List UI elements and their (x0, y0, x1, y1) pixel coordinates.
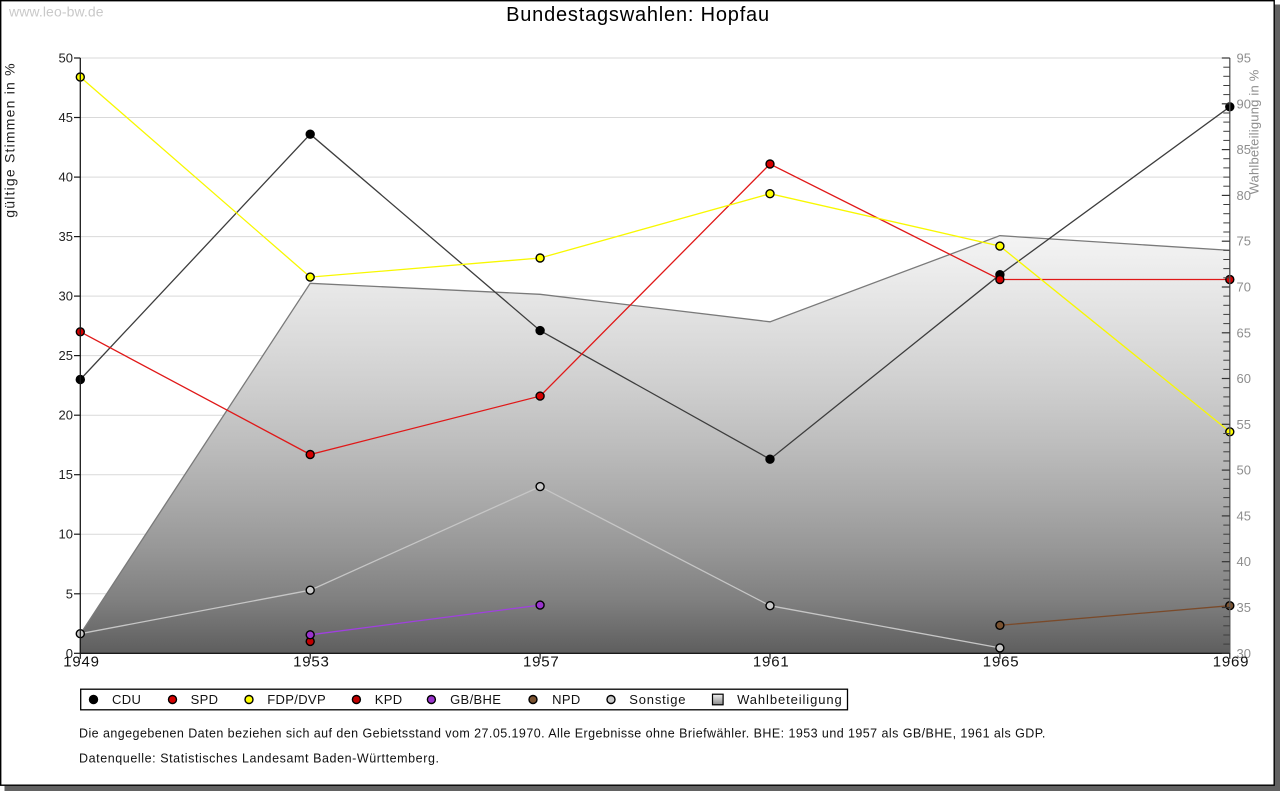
svg-text:35: 35 (59, 229, 73, 244)
svg-text:Die angegebenen Daten beziehen: Die angegebenen Daten beziehen sich auf … (79, 727, 1046, 741)
svg-text:45: 45 (59, 110, 73, 125)
svg-text:40: 40 (1237, 554, 1251, 569)
svg-text:20: 20 (59, 408, 73, 423)
svg-text:FDP/DVP: FDP/DVP (267, 692, 326, 707)
svg-text:SPD: SPD (191, 692, 219, 707)
svg-text:Datenquelle: Statistisches Lan: Datenquelle: Statistisches Landesamt Bad… (79, 752, 440, 766)
svg-text:25: 25 (59, 348, 73, 363)
svg-text:1957: 1957 (523, 654, 560, 671)
svg-text:1949: 1949 (63, 654, 100, 671)
svg-text:NPD: NPD (552, 692, 581, 707)
svg-text:30: 30 (59, 289, 73, 304)
svg-text:GB/BHE: GB/BHE (450, 692, 501, 707)
svg-text:Sonstige: Sonstige (629, 692, 686, 707)
svg-text:1969: 1969 (1213, 654, 1250, 671)
svg-text:35: 35 (1237, 600, 1251, 615)
svg-text:50: 50 (1237, 463, 1251, 478)
svg-text:www.leo-bw.de: www.leo-bw.de (8, 4, 104, 20)
svg-text:0: 0 (66, 646, 73, 661)
svg-text:1953: 1953 (293, 654, 330, 671)
svg-text:90: 90 (1237, 96, 1251, 111)
svg-text:75: 75 (1237, 234, 1251, 249)
svg-text:70: 70 (1237, 280, 1251, 295)
svg-text:85: 85 (1237, 142, 1251, 157)
svg-text:1961: 1961 (753, 654, 790, 671)
svg-text:Bundestagswahlen: Hopfau: Bundestagswahlen: Hopfau (506, 4, 770, 26)
svg-text:10: 10 (59, 527, 73, 542)
svg-text:40: 40 (59, 170, 73, 185)
svg-text:50: 50 (59, 51, 73, 66)
svg-text:15: 15 (59, 467, 73, 482)
svg-text:60: 60 (1237, 371, 1251, 386)
svg-text:30: 30 (1237, 646, 1251, 661)
svg-text:65: 65 (1237, 325, 1251, 340)
svg-text:KPD: KPD (375, 692, 403, 707)
svg-text:45: 45 (1237, 508, 1251, 523)
svg-text:Wahlbeteiligung: Wahlbeteiligung (737, 692, 843, 707)
svg-text:1965: 1965 (983, 654, 1020, 671)
svg-text:55: 55 (1237, 417, 1251, 432)
svg-text:CDU: CDU (112, 692, 141, 707)
svg-text:Wahlbeteiligung in %: Wahlbeteiligung in % (1247, 69, 1262, 194)
svg-text:5: 5 (66, 586, 73, 601)
svg-text:80: 80 (1237, 188, 1251, 203)
svg-text:95: 95 (1237, 51, 1251, 66)
svg-text:gültige Stimmen in %: gültige Stimmen in % (2, 62, 18, 218)
